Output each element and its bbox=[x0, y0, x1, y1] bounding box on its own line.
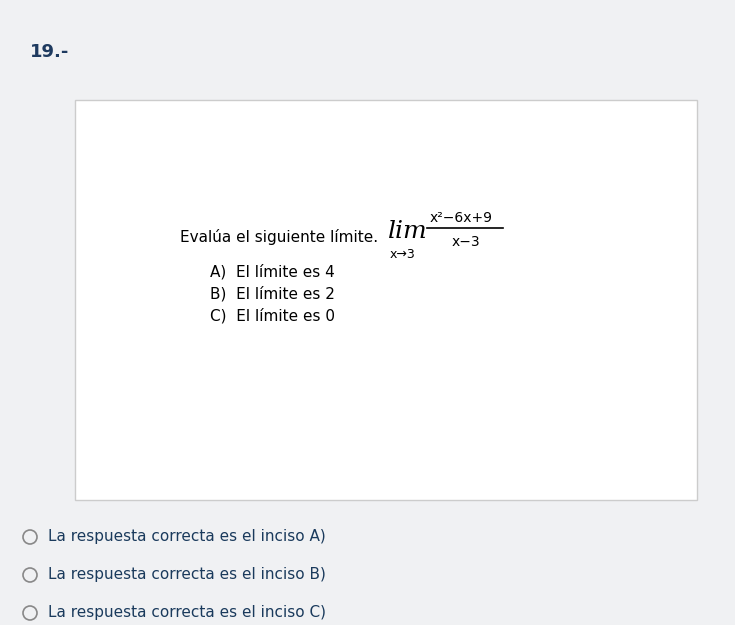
Text: Evalúa el siguiente límite.: Evalúa el siguiente límite. bbox=[180, 229, 378, 245]
Text: x−3: x−3 bbox=[452, 235, 481, 249]
Text: C)  El límite es 0: C) El límite es 0 bbox=[210, 308, 335, 324]
Text: x²−6x+9: x²−6x+9 bbox=[430, 211, 493, 225]
Text: La respuesta correcta es el inciso A): La respuesta correcta es el inciso A) bbox=[48, 529, 326, 544]
Text: lim: lim bbox=[388, 221, 428, 244]
Text: La respuesta correcta es el inciso C): La respuesta correcta es el inciso C) bbox=[48, 606, 326, 621]
Text: x→3: x→3 bbox=[390, 249, 416, 261]
Text: A)  El límite es 4: A) El límite es 4 bbox=[210, 264, 334, 280]
Text: B)  El límite es 2: B) El límite es 2 bbox=[210, 286, 335, 302]
FancyBboxPatch shape bbox=[75, 100, 697, 500]
Text: 19.-: 19.- bbox=[30, 43, 69, 61]
Text: La respuesta correcta es el inciso B): La respuesta correcta es el inciso B) bbox=[48, 568, 326, 582]
